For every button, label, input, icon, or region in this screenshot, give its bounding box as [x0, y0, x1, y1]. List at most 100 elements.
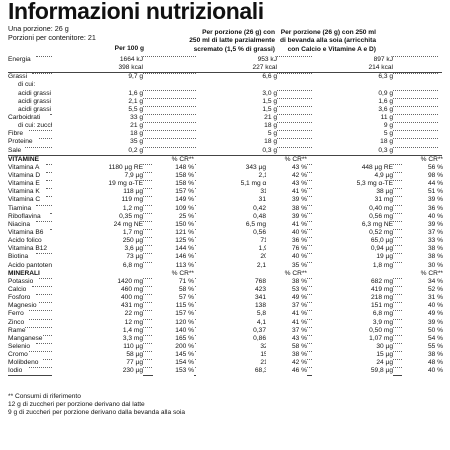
section-header-row: VITAMINE % CR** % CR** % CR**	[8, 155, 443, 164]
table-row: Selenio 110 µg 200 %32 µg58 % 30 µg 55 %	[8, 342, 443, 352]
row-value: 21 µg	[196, 359, 277, 368]
row-value: 31 mg	[196, 196, 277, 205]
row-label: Vitamina E	[8, 180, 40, 188]
table-row: Vitamina K 118 µg 157 %31 µg41 % 38 µg 51 %	[8, 188, 443, 197]
row-percent-cr: % CR**	[402, 269, 443, 278]
row-value: 9,7 g	[52, 73, 143, 82]
row-value: 35 g	[52, 138, 143, 147]
row-percent-cr: 35 %	[266, 261, 307, 270]
row-value: 6,5 mg NE	[196, 220, 277, 229]
row-value: 0,42 mg	[196, 204, 277, 213]
row-percent-cr: 34 %	[402, 277, 443, 286]
row-label: di cui:	[18, 81, 36, 89]
row-label: Zinco	[8, 318, 25, 326]
row-percent-cr: 41 %	[266, 310, 307, 319]
row-value: 0,40 mg	[312, 204, 393, 213]
table-row: Zinco 12 mg 120 %4,1 mg41 % 3,9 mg 39 %	[8, 318, 443, 327]
table-row: Sale 0,2 g 0,3 g 0,3 g	[8, 146, 442, 156]
row-value: 1420 mg	[52, 277, 143, 286]
row-percent-cr: 149 %	[153, 196, 194, 205]
table-row: Proteine 35 g 18 g 18 g	[8, 138, 442, 147]
row-value: 431 mg	[52, 302, 143, 311]
row-value: 119 mg	[52, 196, 143, 205]
row-percent-cr: 43 %	[266, 163, 307, 172]
row-value: 0,86 mg	[196, 334, 277, 343]
row-label: Vitamina D	[8, 171, 41, 179]
row-value: 400 mg	[52, 294, 143, 303]
row-value: 24 mg NE	[52, 220, 143, 229]
row-value: 5,3 mg α-TE	[312, 180, 393, 189]
footnote-reference: ** Consumi di riferimento	[8, 393, 81, 400]
row-percent-cr: 31 %	[402, 294, 443, 303]
table-row: Vitamina A 1180 µg RE 148 % 343 µg RE 43 % 44…	[8, 163, 443, 172]
row-percent-cr: % CR**	[266, 155, 307, 164]
row-value: 18 g	[52, 130, 143, 139]
row-percent-cr: 56 %	[402, 163, 443, 172]
row-value: 1,9 µg	[196, 245, 277, 254]
row-label: acidi grassi polinsaturi	[18, 105, 83, 113]
row-value: 218 mg	[312, 294, 393, 303]
row-value: 0,52 mg	[312, 228, 393, 238]
row-value: 24 µg	[312, 359, 393, 368]
row-label: Riboflavina	[8, 212, 41, 220]
row-value: 6,8 mg	[52, 261, 143, 270]
row-value: 398 kcal	[52, 64, 143, 73]
row-value: 0,56 mg	[312, 212, 393, 221]
row-percent-cr: 153 %	[153, 367, 194, 376]
row-value: 460 mg	[52, 285, 143, 295]
row-percent-cr: 44 %	[402, 180, 443, 189]
row-percent-cr: 38 %	[266, 277, 307, 286]
row-label: MINERALI	[8, 269, 40, 277]
row-label: Carboidrati	[8, 113, 41, 121]
row-value: 897 kJ	[312, 56, 393, 65]
row-value: 59,8 µg	[312, 367, 393, 376]
page-title: Informazioni nutrizionali	[8, 0, 264, 24]
row-percent-cr: 37 %	[266, 302, 307, 311]
row-value: 65,0 µg	[312, 237, 393, 246]
row-percent-cr: 52 %	[402, 285, 443, 295]
row-percent-cr: 41 %	[266, 220, 307, 229]
table-row: Acido folico 250 µg 125 %71 µg36 % 65,0 µg 3…	[8, 237, 443, 246]
row-percent-cr: 38 %	[402, 351, 443, 360]
row-value: 0,37 mg	[196, 326, 277, 335]
portion-size: Una porzione: 26 g	[8, 24, 69, 33]
row-value: 22 mg	[52, 310, 143, 319]
row-percent-cr: 121 %	[153, 228, 194, 238]
row-value: 0,35 mg	[52, 212, 143, 221]
header-line: Per 100 g	[114, 45, 144, 52]
row-percent-cr: 157 %	[153, 188, 194, 197]
row-value: 151 mg	[312, 302, 393, 311]
row-value: 2,1 g	[52, 97, 143, 106]
row-value: 5 g	[312, 130, 393, 139]
row-value: 19 mg α-TE	[52, 180, 143, 189]
table-row: Iodio 230 µg 153 %68,3 µg46 % 59,8 µg 40 %	[8, 367, 443, 377]
row-value: 227 kcal	[196, 64, 277, 73]
header-line: Per porzione (26 g) con	[202, 29, 275, 36]
row-percent-cr: 38 %	[266, 204, 307, 213]
row-value: 1,07 mg	[312, 334, 393, 343]
header-milk: Per porzione (26 g) con 250 ml di latte …	[165, 29, 275, 54]
row-percent-cr: % CR**	[402, 155, 443, 164]
table-row: di cui: zuccheri 21 g 18 g 9 g	[8, 122, 442, 131]
row-value: 2,1 mg	[196, 261, 277, 270]
row-percent-cr: 40 %	[402, 212, 443, 221]
row-value: 1,6 g	[312, 97, 393, 106]
row-percent-cr: 109 %	[153, 204, 194, 213]
row-value: 230 µg	[52, 367, 143, 376]
row-percent-cr: 53 %	[266, 285, 307, 295]
row-value: 18 g	[196, 138, 277, 147]
row-percent-cr: 58 %	[266, 342, 307, 352]
row-percent-cr: 25 %	[153, 212, 194, 221]
row-value: 18 g	[312, 138, 393, 147]
table-row: Manganese 3,3 mg 165 %0,86 mg43 % 1,07 mg 54…	[8, 334, 443, 343]
row-value: 18 g	[196, 122, 277, 131]
table-row: Calcio 460 mg 58 %423 mg53 % 419 mg 52 %	[8, 285, 443, 295]
table-row: Vitamina E 19 mg α-TE 158 % 5,1 mg α-TE 43 %…	[8, 180, 443, 189]
row-value: 33 g	[52, 113, 143, 123]
row-percent-cr: 144 %	[153, 245, 194, 254]
row-percent-cr: 43 %	[266, 334, 307, 343]
row-label: Acido folico	[8, 237, 42, 245]
table-row: di cui:	[8, 81, 442, 89]
row-percent-cr: 71 %	[153, 277, 194, 286]
